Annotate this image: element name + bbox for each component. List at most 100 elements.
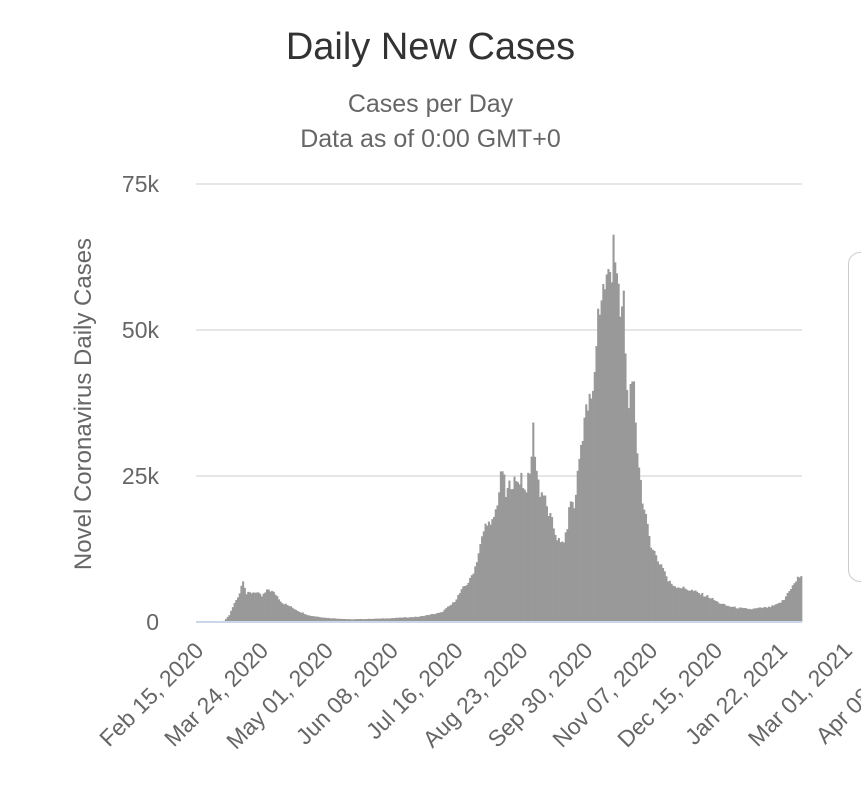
bar	[691, 589, 694, 622]
bar	[793, 583, 796, 622]
bar	[733, 606, 736, 622]
bar	[474, 566, 477, 622]
bar	[634, 422, 637, 622]
bar	[592, 390, 595, 622]
bar	[424, 615, 427, 622]
bar	[303, 614, 306, 622]
bar	[448, 605, 451, 622]
bar	[673, 586, 677, 622]
bar	[494, 509, 497, 622]
bar	[685, 589, 688, 622]
bar	[423, 616, 426, 622]
bar	[542, 495, 545, 622]
bar	[366, 619, 369, 622]
bar	[458, 593, 461, 622]
bar	[774, 604, 777, 622]
bar	[520, 472, 523, 622]
bar	[701, 592, 704, 622]
bar	[525, 492, 528, 622]
bar	[651, 549, 654, 622]
bar	[559, 542, 562, 622]
bar	[713, 600, 716, 622]
bar	[784, 596, 787, 622]
bar	[639, 479, 642, 622]
bar	[551, 517, 554, 622]
bar	[330, 618, 333, 622]
bar	[259, 593, 262, 622]
bar	[308, 615, 311, 622]
bar	[397, 617, 400, 622]
bar	[274, 594, 277, 622]
bar	[783, 599, 786, 622]
bar	[533, 456, 537, 622]
bar	[499, 471, 502, 622]
bar	[257, 592, 260, 622]
bar	[310, 616, 313, 622]
bar	[320, 617, 323, 622]
bar	[598, 314, 601, 622]
bar	[390, 618, 393, 622]
bar	[510, 489, 513, 622]
bar	[365, 618, 368, 622]
bar	[588, 393, 591, 622]
bar	[368, 618, 371, 622]
bar	[277, 599, 280, 622]
bar	[416, 616, 419, 622]
bar	[465, 585, 468, 622]
bar	[498, 492, 501, 622]
bar	[347, 619, 350, 622]
bar	[670, 583, 673, 622]
bar	[457, 595, 460, 622]
bar	[798, 577, 801, 622]
bar	[260, 596, 263, 622]
bar	[436, 613, 439, 622]
bar	[714, 600, 717, 622]
y-tick-label: 75k	[122, 171, 160, 197]
bar	[586, 410, 589, 622]
bar	[392, 618, 395, 622]
bar	[600, 300, 603, 622]
bar	[346, 619, 349, 622]
bar	[619, 316, 622, 622]
bar	[617, 283, 620, 622]
bar	[721, 603, 724, 622]
bar	[609, 271, 612, 622]
bar	[660, 564, 663, 622]
bar	[518, 484, 521, 622]
bar	[574, 494, 578, 622]
y-tick-label: 0	[146, 609, 159, 635]
bar	[231, 607, 234, 622]
bar	[236, 597, 240, 622]
bar	[233, 602, 236, 622]
bar	[358, 619, 361, 622]
bar	[306, 615, 310, 622]
bar	[245, 594, 248, 622]
bar	[523, 489, 526, 622]
bar	[247, 591, 250, 622]
bar	[540, 492, 543, 622]
bar	[291, 607, 294, 622]
bar	[252, 592, 255, 622]
bar	[515, 481, 518, 622]
bar	[687, 590, 690, 622]
bar	[388, 618, 391, 622]
bar	[680, 588, 683, 622]
bar	[740, 607, 743, 622]
bar	[271, 590, 274, 622]
bar	[650, 547, 653, 622]
bar	[750, 609, 753, 622]
bar	[460, 589, 463, 622]
bar	[580, 444, 583, 622]
bar	[399, 617, 402, 622]
bar	[762, 607, 765, 622]
bar	[644, 513, 648, 622]
bar	[491, 519, 494, 622]
bar	[242, 581, 245, 622]
bar	[561, 541, 564, 622]
bar	[329, 618, 332, 622]
bar	[405, 617, 409, 622]
bar	[573, 508, 576, 622]
side-panel-edge[interactable]	[848, 252, 861, 582]
bar	[711, 597, 714, 622]
bar	[324, 617, 327, 622]
